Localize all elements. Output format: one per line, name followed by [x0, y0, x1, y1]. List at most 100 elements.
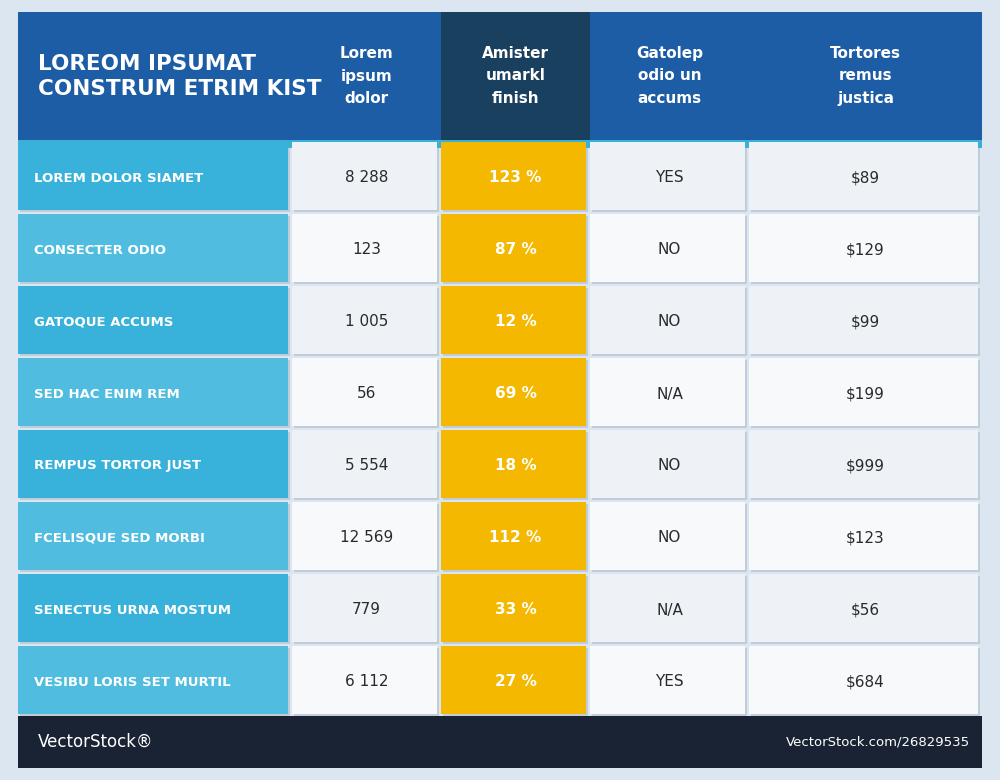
Bar: [592, 576, 747, 644]
Bar: [592, 288, 747, 356]
Text: Tortores
remus
justica: Tortores remus justica: [830, 46, 901, 106]
Text: 1 005: 1 005: [345, 314, 388, 329]
Bar: [18, 214, 288, 282]
Text: 123: 123: [352, 243, 381, 257]
Text: 87 %: 87 %: [495, 243, 536, 257]
Bar: [590, 358, 745, 426]
Bar: [751, 648, 980, 716]
Bar: [443, 288, 588, 356]
Bar: [20, 144, 290, 212]
Bar: [751, 216, 980, 284]
Bar: [292, 214, 437, 282]
Text: Amister
umarkl
finish: Amister umarkl finish: [482, 46, 549, 106]
Bar: [292, 502, 437, 570]
Bar: [20, 360, 290, 428]
Text: 18 %: 18 %: [495, 459, 536, 473]
Text: N/A: N/A: [656, 387, 683, 402]
Bar: [592, 432, 747, 500]
Text: 12 569: 12 569: [340, 530, 393, 545]
Text: YES: YES: [655, 171, 684, 186]
Bar: [18, 142, 288, 210]
Bar: [18, 502, 288, 570]
Bar: [749, 430, 978, 498]
Bar: [441, 502, 586, 570]
Bar: [292, 142, 437, 210]
Text: 8 288: 8 288: [345, 171, 388, 186]
Text: LOREM DOLOR SIAMET: LOREM DOLOR SIAMET: [34, 172, 203, 185]
Bar: [294, 288, 439, 356]
Bar: [20, 504, 290, 572]
Bar: [590, 502, 745, 570]
Bar: [20, 216, 290, 284]
Text: 5 554: 5 554: [345, 459, 388, 473]
Bar: [443, 360, 588, 428]
Bar: [592, 144, 747, 212]
Bar: [592, 216, 747, 284]
Bar: [751, 144, 980, 212]
Bar: [441, 286, 586, 354]
Bar: [751, 288, 980, 356]
Bar: [441, 214, 586, 282]
Bar: [292, 358, 437, 426]
Bar: [294, 360, 439, 428]
Bar: [590, 214, 745, 282]
Text: NO: NO: [658, 243, 681, 257]
Text: NO: NO: [658, 530, 681, 545]
Bar: [592, 360, 747, 428]
Bar: [443, 216, 588, 284]
Bar: [441, 646, 586, 714]
Bar: [18, 286, 288, 354]
Bar: [751, 360, 980, 428]
Bar: [590, 286, 745, 354]
Bar: [18, 574, 288, 642]
Bar: [294, 216, 439, 284]
Text: VESIBU LORIS SET MURTIL: VESIBU LORIS SET MURTIL: [34, 675, 231, 689]
Text: NO: NO: [658, 459, 681, 473]
Bar: [749, 286, 978, 354]
Bar: [294, 432, 439, 500]
Text: CONSTRUM ETRIM KIST: CONSTRUM ETRIM KIST: [38, 79, 322, 99]
Bar: [443, 504, 588, 572]
Bar: [20, 432, 290, 500]
Text: Gatolep
odio un
accums: Gatolep odio un accums: [636, 46, 703, 106]
Bar: [294, 504, 439, 572]
Bar: [441, 430, 586, 498]
Bar: [749, 574, 978, 642]
Text: GATOQUE ACCUMS: GATOQUE ACCUMS: [34, 315, 173, 328]
Bar: [749, 214, 978, 282]
Bar: [441, 142, 586, 210]
Bar: [751, 576, 980, 644]
Bar: [18, 430, 288, 498]
Text: 33 %: 33 %: [495, 602, 536, 618]
Bar: [292, 646, 437, 714]
Bar: [749, 12, 982, 140]
Bar: [20, 288, 290, 356]
Bar: [292, 12, 441, 140]
Text: $56: $56: [851, 602, 880, 618]
Text: LOREOM IPSUMAT: LOREOM IPSUMAT: [38, 54, 256, 74]
Bar: [292, 574, 437, 642]
Text: 12 %: 12 %: [495, 314, 536, 329]
Bar: [751, 504, 980, 572]
Bar: [749, 646, 978, 714]
Text: $199: $199: [846, 387, 885, 402]
Bar: [443, 576, 588, 644]
Bar: [592, 504, 747, 572]
Text: 6 112: 6 112: [345, 675, 388, 690]
Text: N/A: N/A: [656, 602, 683, 618]
Text: SENECTUS URNA MOSTUM: SENECTUS URNA MOSTUM: [34, 604, 231, 616]
Text: 56: 56: [357, 387, 376, 402]
Text: CONSECTER ODIO: CONSECTER ODIO: [34, 243, 166, 257]
Bar: [590, 12, 749, 140]
Bar: [749, 142, 978, 210]
Text: 112 %: 112 %: [489, 530, 542, 545]
Text: REMPUS TORTOR JUST: REMPUS TORTOR JUST: [34, 459, 201, 473]
Bar: [292, 430, 437, 498]
Bar: [441, 140, 590, 146]
Text: SED HAC ENIM REM: SED HAC ENIM REM: [34, 388, 180, 400]
Bar: [590, 574, 745, 642]
Bar: [749, 358, 978, 426]
Bar: [751, 432, 980, 500]
Text: VectorStock.com/26829535: VectorStock.com/26829535: [786, 736, 970, 749]
Text: 123 %: 123 %: [489, 171, 542, 186]
